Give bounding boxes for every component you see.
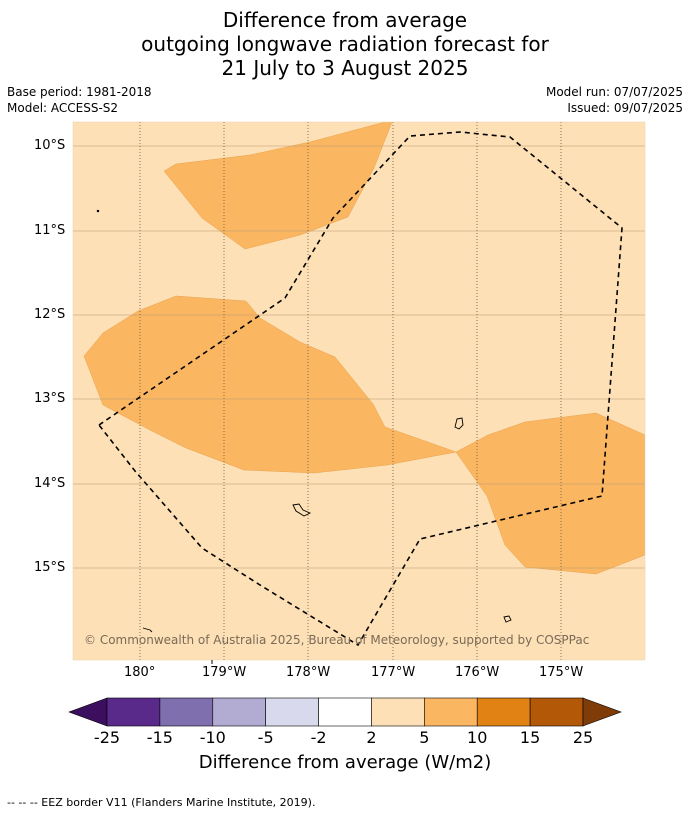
title-line-2: outgoing longwave radiation forecast for (141, 32, 549, 56)
colorbar-bin-3 (265, 697, 319, 727)
lat-label-15s: 15°S (34, 560, 66, 575)
map-title: Difference from average outgoing longwav… (0, 8, 690, 80)
copyright-notice: © Commonwealth of Australia 2025, Bureau… (84, 633, 590, 647)
colorbar-tick-5: 2 (366, 728, 377, 747)
lon-label-177w: 177°W (371, 665, 416, 680)
island-1 (454, 417, 464, 430)
lon-label-175w: 175°W (539, 665, 584, 680)
model-run: Model run: 07/07/2025 (545, 85, 683, 99)
islands (96, 209, 512, 633)
colorbar-over-arrow (582, 697, 622, 727)
lat-label-14s: 14°S (34, 476, 66, 491)
colorbar-bin-1 (159, 697, 214, 727)
island-4 (142, 627, 153, 633)
colorbar-tick-2: -10 (199, 728, 226, 747)
lat-label-10s: 10°S (34, 138, 66, 153)
lat-label-12s: 12°S (34, 307, 66, 322)
model-name: Model: ACCESS-S2 (7, 101, 119, 115)
lon-label-176w: 176°W (455, 665, 500, 680)
title-line-3: 21 July to 3 August 2025 (221, 56, 469, 80)
island-3 (503, 615, 512, 623)
title-line-1: Difference from average (222, 8, 468, 32)
colorbar-bin-8 (529, 697, 584, 727)
lon-label-179w: 179°W (202, 665, 247, 680)
lon-label-180: 180° (124, 665, 156, 680)
colorbar-tick-0: -25 (93, 728, 121, 747)
colorbar-bin-7 (476, 697, 531, 727)
lat-label-13s: 13°S (34, 391, 66, 406)
gridlines (73, 145, 645, 569)
meta-left: Base period: 1981-2018 Model: ACCESS-S2 (7, 84, 152, 116)
eez-footnote: -- -- -- EEZ border V11 (Flanders Marine… (7, 796, 316, 809)
colorbar-tick-7: 10 (467, 728, 488, 747)
colorbar-tick-4: -2 (310, 728, 327, 747)
colorbar-title: Difference from average (W/m2) (198, 752, 492, 773)
colorbar-tick-1: -15 (146, 728, 173, 747)
colorbar-bin-4 (318, 697, 372, 727)
colorbar-bin-2 (212, 697, 266, 727)
anomaly-regions (83, 122, 645, 575)
eez-border (97, 131, 623, 647)
anomaly-region-central (83, 295, 457, 474)
anomaly-region-east (455, 412, 645, 575)
colorbar-tick-3: -5 (257, 728, 274, 747)
base-period: Base period: 1981-2018 (7, 85, 152, 99)
meta-right: Model run: 07/07/2025 Issued: 09/07/2025 (546, 84, 683, 116)
issued-date: Issued: 09/07/2025 (567, 101, 683, 115)
colorbar-tick-9: 25 (572, 728, 594, 747)
island-2 (292, 503, 312, 517)
anomaly-region-north (163, 122, 393, 250)
island-5 (96, 209, 100, 213)
lon-label-178w: 178°W (286, 665, 331, 680)
colorbar-under-arrow (68, 697, 108, 727)
colorbar-bin-0 (106, 697, 161, 727)
colorbar-bin-5 (371, 697, 425, 727)
colorbar-bin-6 (424, 697, 478, 727)
colorbar-tick-6: 5 (419, 728, 430, 747)
colorbar-tick-8: 15 (519, 728, 541, 747)
colorbar (68, 697, 622, 727)
map-frame (72, 121, 646, 661)
lat-label-11s: 11°S (34, 223, 66, 238)
